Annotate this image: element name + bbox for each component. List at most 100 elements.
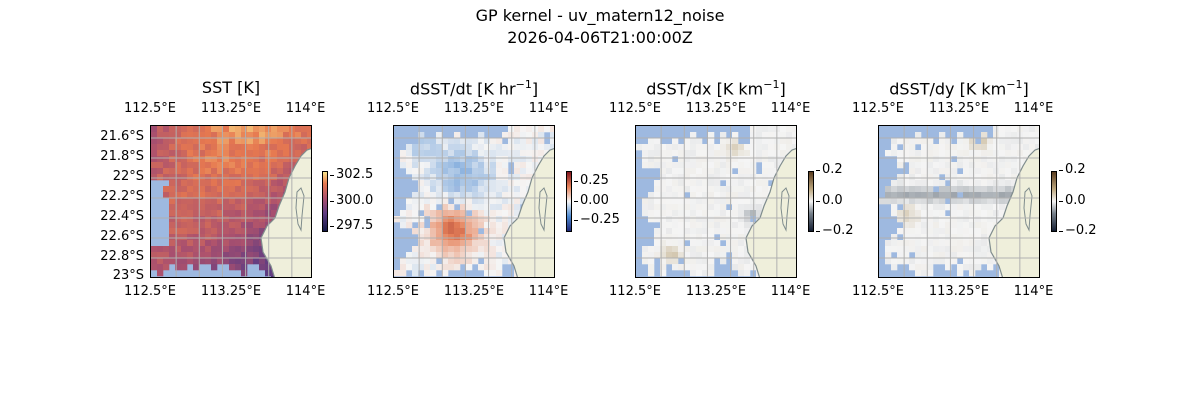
field-cell bbox=[927, 228, 934, 235]
field-cell bbox=[247, 240, 254, 247]
field-cell bbox=[945, 240, 952, 247]
field-cell bbox=[223, 156, 230, 163]
field-cell bbox=[211, 222, 218, 229]
field-cell bbox=[169, 192, 176, 199]
field-cell bbox=[684, 174, 691, 181]
field-cell bbox=[708, 186, 715, 193]
field-cell bbox=[987, 168, 994, 175]
field-cell bbox=[957, 210, 964, 217]
field-cell bbox=[223, 132, 230, 139]
field-cell bbox=[466, 138, 473, 145]
field-cell bbox=[744, 264, 751, 271]
field-cell bbox=[738, 264, 745, 271]
field-cell bbox=[187, 192, 194, 199]
field-cell bbox=[951, 168, 958, 175]
field-cell bbox=[478, 234, 485, 241]
field-cell bbox=[939, 210, 946, 217]
field-cell bbox=[666, 216, 673, 223]
field-cell bbox=[696, 180, 703, 187]
field-cell bbox=[951, 246, 958, 253]
field-cell bbox=[642, 204, 649, 211]
field-cell bbox=[223, 126, 230, 133]
field-cell bbox=[915, 222, 922, 229]
field-cell bbox=[684, 258, 691, 265]
field-cell bbox=[448, 138, 455, 145]
field-cell bbox=[466, 144, 473, 151]
field-cell bbox=[169, 240, 176, 247]
field-cell bbox=[400, 216, 407, 223]
field-cell bbox=[891, 210, 898, 217]
field-cell bbox=[163, 144, 170, 151]
field-cell bbox=[502, 174, 509, 181]
field-cell bbox=[963, 210, 970, 217]
field-cell bbox=[762, 162, 769, 169]
field-cell bbox=[442, 198, 449, 205]
field-cell bbox=[514, 138, 521, 145]
field-cell bbox=[169, 150, 176, 157]
field-cell bbox=[678, 246, 685, 253]
field-cell bbox=[460, 258, 467, 265]
field-cell bbox=[151, 138, 158, 145]
field-cell bbox=[490, 138, 497, 145]
field-cell bbox=[660, 186, 667, 193]
field-cell bbox=[271, 144, 278, 151]
field-cell bbox=[963, 162, 970, 169]
field-cell bbox=[981, 216, 988, 223]
y-tick-3: 22.2°S bbox=[100, 189, 144, 204]
x-tick-bottom-0: 112.5°E bbox=[852, 284, 904, 299]
field-cell bbox=[696, 192, 703, 199]
field-cell bbox=[915, 240, 922, 247]
field-cell bbox=[520, 126, 527, 133]
field-cell bbox=[163, 126, 170, 133]
field-cell bbox=[666, 186, 673, 193]
field-cell bbox=[412, 198, 419, 205]
field-cell bbox=[951, 174, 958, 181]
field-cell bbox=[436, 252, 443, 259]
field-cell bbox=[484, 150, 491, 157]
x-tick-top-0: 112.5°E bbox=[609, 101, 661, 116]
field-cell bbox=[283, 162, 290, 169]
field-cell bbox=[526, 132, 533, 139]
field-cell bbox=[744, 228, 751, 235]
field-cell bbox=[235, 246, 242, 253]
field-cell bbox=[660, 162, 667, 169]
field-cell bbox=[418, 216, 425, 223]
field-cell bbox=[193, 204, 200, 211]
field-cell bbox=[175, 192, 182, 199]
land-mass bbox=[503, 148, 554, 277]
field-cell bbox=[400, 150, 407, 157]
field-cell bbox=[702, 246, 709, 253]
field-cell bbox=[283, 150, 290, 157]
field-cell bbox=[271, 174, 278, 181]
field-cell bbox=[708, 168, 715, 175]
field-cell bbox=[702, 198, 709, 205]
field-cell bbox=[927, 150, 934, 157]
field-cell bbox=[157, 126, 164, 133]
field-cell bbox=[229, 138, 236, 145]
field-cell bbox=[241, 126, 248, 133]
field-cell bbox=[235, 228, 242, 235]
field-cell bbox=[987, 252, 994, 259]
field-cell bbox=[696, 186, 703, 193]
field-cell bbox=[684, 252, 691, 259]
field-cell bbox=[672, 204, 679, 211]
x-tick-top-2: 114°E bbox=[770, 101, 811, 116]
field-cell bbox=[927, 138, 934, 145]
field-cell bbox=[744, 150, 751, 157]
field-cell bbox=[927, 216, 934, 223]
field-cell bbox=[217, 186, 224, 193]
field-cell bbox=[151, 258, 158, 265]
field-cell bbox=[241, 174, 248, 181]
field-cell bbox=[460, 204, 467, 211]
field-cell bbox=[945, 192, 952, 199]
field-cell bbox=[544, 126, 551, 133]
field-cell bbox=[283, 174, 290, 181]
field-cell bbox=[975, 150, 982, 157]
field-cell bbox=[993, 204, 1000, 211]
field-cell bbox=[987, 198, 994, 205]
colorbar-1-tick-2: 297.5 bbox=[329, 217, 374, 233]
field-cell bbox=[277, 150, 284, 157]
field-cell bbox=[520, 186, 527, 193]
field-cell bbox=[277, 144, 284, 151]
field-cell bbox=[283, 180, 290, 187]
